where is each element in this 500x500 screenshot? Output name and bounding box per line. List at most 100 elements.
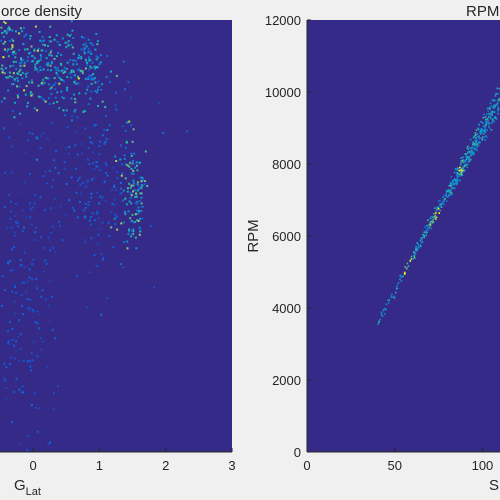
density-cell bbox=[50, 122, 53, 124]
density-cell bbox=[60, 54, 63, 56]
density-cell bbox=[46, 62, 49, 65]
scatter-point bbox=[476, 133, 479, 135]
density-cell bbox=[58, 82, 61, 85]
density-cell bbox=[77, 179, 79, 182]
density-cell bbox=[76, 75, 79, 78]
density-cell bbox=[84, 67, 87, 70]
density-cell bbox=[132, 172, 135, 175]
density-cell bbox=[129, 217, 132, 220]
density-cell bbox=[57, 69, 60, 72]
density-cell bbox=[98, 202, 100, 205]
density-cell bbox=[12, 83, 15, 86]
scatter-point bbox=[466, 147, 469, 149]
scatter-point bbox=[450, 187, 453, 190]
density-cell bbox=[90, 90, 93, 93]
scatter-point bbox=[472, 154, 475, 157]
scatter-point bbox=[497, 107, 499, 110]
density-cell bbox=[90, 223, 93, 226]
density-cell bbox=[110, 226, 113, 229]
scatter-point bbox=[486, 136, 488, 139]
density-cell bbox=[7, 342, 10, 345]
scatter-point bbox=[439, 199, 442, 202]
x-tick-label: 100 bbox=[472, 458, 494, 473]
density-cell bbox=[15, 350, 18, 353]
scatter-point bbox=[498, 99, 500, 102]
scatter-point bbox=[493, 120, 495, 123]
density-cell bbox=[31, 93, 34, 96]
density-cell bbox=[116, 177, 119, 180]
scatter-point bbox=[451, 184, 453, 186]
scatter-point bbox=[464, 160, 467, 163]
density-cell bbox=[76, 153, 79, 156]
density-cell bbox=[104, 199, 107, 202]
scatter-point bbox=[475, 141, 478, 144]
density-cell bbox=[56, 40, 59, 43]
density-cell bbox=[36, 137, 39, 140]
density-cell bbox=[64, 41, 67, 44]
density-cell bbox=[86, 64, 89, 67]
scatter-point bbox=[407, 265, 410, 267]
density-cell bbox=[47, 77, 50, 80]
scatter-point bbox=[440, 206, 443, 208]
scatter-point bbox=[474, 139, 477, 142]
scatter-point bbox=[466, 163, 469, 166]
density-cell bbox=[20, 294, 23, 296]
scatter-point bbox=[445, 193, 447, 196]
density-cell bbox=[66, 88, 68, 91]
density-cell bbox=[14, 214, 17, 217]
scatter-point bbox=[432, 219, 434, 221]
density-cell bbox=[8, 28, 11, 31]
density-cell bbox=[70, 76, 73, 79]
scatter-point bbox=[468, 158, 470, 160]
density-cell bbox=[34, 25, 37, 28]
scatter-point bbox=[465, 164, 468, 166]
scatter-point bbox=[454, 179, 457, 181]
density-cell bbox=[56, 91, 59, 94]
density-cell bbox=[9, 356, 12, 359]
density-cell bbox=[123, 157, 126, 160]
density-cell bbox=[141, 176, 144, 179]
density-cell bbox=[29, 365, 32, 368]
density-cell bbox=[120, 181, 122, 184]
density-cell bbox=[138, 200, 141, 202]
density-cell bbox=[88, 219, 91, 222]
left-plot: 0 1 2 3 orce density GLat bbox=[0, 3, 236, 498]
scatter-point bbox=[387, 299, 389, 302]
density-cell bbox=[93, 77, 96, 80]
scatter-point bbox=[478, 123, 480, 125]
density-cell bbox=[29, 93, 32, 96]
density-cell bbox=[103, 129, 106, 132]
density-cell bbox=[149, 225, 152, 228]
density-cell bbox=[31, 132, 34, 135]
density-cell bbox=[96, 191, 98, 194]
density-cell bbox=[84, 238, 87, 241]
density-cell bbox=[61, 79, 64, 81]
density-cell bbox=[20, 58, 23, 61]
density-cell bbox=[39, 146, 42, 149]
density-cell bbox=[54, 166, 57, 169]
scatter-point bbox=[458, 167, 461, 170]
density-cell bbox=[52, 159, 55, 162]
density-cell bbox=[17, 225, 20, 227]
scatter-point bbox=[474, 134, 477, 137]
density-cell bbox=[74, 97, 77, 100]
scatter-point bbox=[429, 224, 432, 227]
density-cell bbox=[15, 377, 18, 380]
density-cell bbox=[95, 32, 98, 35]
density-cell bbox=[8, 29, 11, 32]
density-cell bbox=[75, 191, 78, 194]
density-cell bbox=[88, 74, 91, 77]
scatter-point bbox=[431, 220, 433, 223]
scatter-point bbox=[445, 200, 448, 202]
scatter-point bbox=[487, 125, 490, 128]
scatter-point bbox=[486, 118, 489, 120]
density-cell bbox=[13, 312, 16, 315]
density-cell bbox=[132, 221, 135, 224]
density-cell bbox=[6, 76, 9, 79]
density-cell bbox=[104, 115, 107, 117]
density-cell bbox=[42, 78, 45, 81]
scatter-point bbox=[396, 287, 399, 290]
density-cell bbox=[77, 57, 80, 59]
density-cell bbox=[22, 359, 25, 362]
scatter-point bbox=[415, 246, 417, 248]
